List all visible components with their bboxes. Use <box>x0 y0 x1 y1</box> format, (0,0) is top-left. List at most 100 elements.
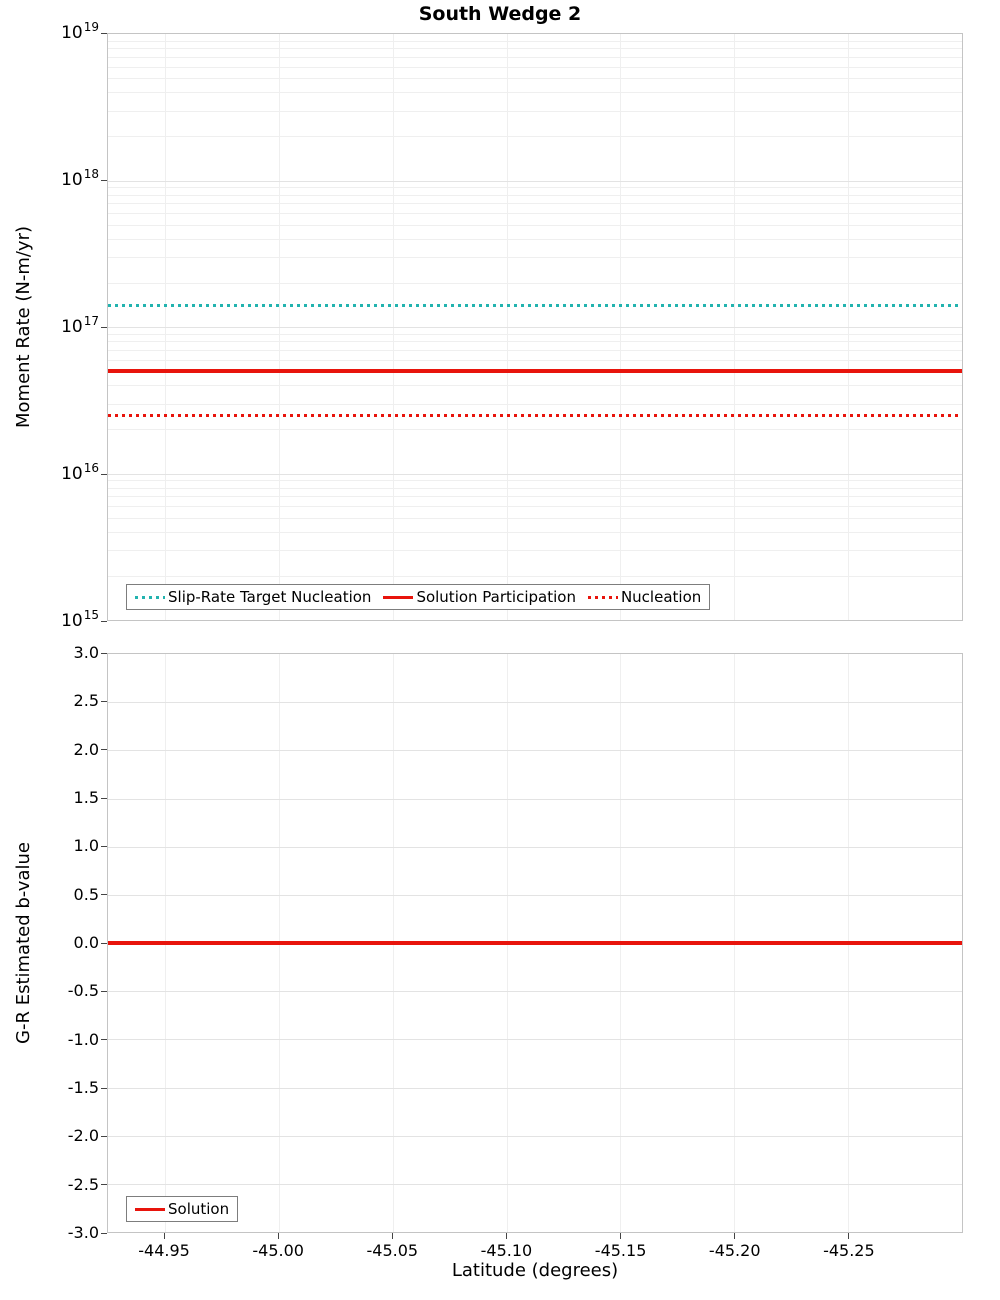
series-line-solution <box>108 941 962 945</box>
x-tick-mark <box>620 1233 622 1239</box>
gridline-horizontal <box>108 333 962 335</box>
y-tick-label: 1017 <box>61 314 99 337</box>
y-tick-label: 1.0 <box>73 836 99 856</box>
y-tick-label: 1018 <box>61 167 99 190</box>
gridline-horizontal <box>108 403 962 405</box>
y-tick-label: -0.5 <box>67 981 99 1001</box>
y-tick-mark <box>101 990 107 992</box>
gridline-horizontal <box>108 48 962 50</box>
x-tick-label: -45.15 <box>594 1241 647 1260</box>
x-tick-label: -44.95 <box>138 1241 190 1260</box>
gridline-horizontal <box>108 846 962 848</box>
y-tick-mark <box>101 1135 107 1137</box>
gridline-horizontal <box>108 238 962 240</box>
gridline-horizontal <box>108 282 962 284</box>
y-tick-mark <box>101 797 107 799</box>
legend-label: Slip-Rate Target Nucleation <box>168 588 372 606</box>
y-tick-label: -3.0 <box>67 1223 99 1242</box>
y-tick-mark <box>101 749 107 751</box>
legend-item-nucleation: Nucleation <box>587 588 702 606</box>
series-line-slip-rate-target-nucleation <box>108 304 962 308</box>
legend-item-solution: Solution <box>135 1200 229 1218</box>
x-tick-label: -45.10 <box>480 1241 533 1260</box>
y-tick-mark <box>101 473 107 475</box>
gridline-horizontal <box>108 224 962 226</box>
gridline-horizontal <box>108 798 962 800</box>
chart-title: South Wedge 2 <box>418 3 582 25</box>
x-axis-label-latitude: Latitude (degrees) <box>451 1260 619 1281</box>
series-line-nucleation <box>108 413 962 417</box>
gridline-horizontal <box>108 702 962 704</box>
y-tick-label: 1019 <box>61 20 99 43</box>
legend-item-slip-rate-target-nucleation: Slip-Rate Target Nucleation <box>135 588 371 606</box>
x-tick-label: -45.25 <box>823 1241 875 1260</box>
gridline-horizontal <box>108 187 962 189</box>
gridline-horizontal <box>108 1135 962 1137</box>
y-tick-mark <box>101 1039 107 1041</box>
gridline-horizontal <box>108 327 962 328</box>
gridline-horizontal <box>108 110 962 112</box>
legend-line-sample <box>587 595 618 599</box>
gridline-horizontal <box>108 92 962 94</box>
series-line-solution-participation <box>108 369 962 374</box>
gridline-horizontal <box>108 894 962 896</box>
y-tick-mark <box>101 894 107 896</box>
gridline-horizontal <box>108 349 962 351</box>
x-tick-mark <box>505 1233 507 1239</box>
gridline-horizontal <box>108 1087 962 1089</box>
moment-rate-plot-area: Slip-Rate Target Nucleation Solution Part… <box>107 33 963 621</box>
gridline-horizontal <box>108 575 962 577</box>
y-tick-label: 1016 <box>61 461 99 484</box>
gridline-horizontal <box>108 531 962 533</box>
gridline-horizontal <box>108 1039 962 1041</box>
y-tick-mark <box>101 326 107 328</box>
gridline-horizontal <box>108 136 962 138</box>
y-tick-label: 2.5 <box>73 691 99 711</box>
b-value-plot-area: Solution <box>107 653 963 1233</box>
y-tick-mark <box>101 32 107 34</box>
legend-line-sample <box>383 595 414 599</box>
x-tick-mark <box>163 1233 165 1239</box>
x-tick-mark <box>277 1233 279 1239</box>
gridline-horizontal <box>108 385 962 387</box>
y-tick-mark <box>101 652 107 654</box>
y-tick-mark <box>101 1087 107 1089</box>
gridline-horizontal <box>108 487 962 489</box>
y-tick-mark <box>101 942 107 944</box>
legend-line-sample <box>135 1207 165 1211</box>
legend: Solution <box>126 1196 239 1222</box>
gridline-horizontal <box>108 213 962 214</box>
gridline-horizontal <box>108 257 962 259</box>
x-tick-mark <box>734 1233 736 1239</box>
legend-label: Solution <box>168 1200 230 1218</box>
x-tick-label: -45.20 <box>708 1241 761 1260</box>
gridline-horizontal <box>108 1183 962 1185</box>
x-tick-mark <box>848 1233 850 1239</box>
gridline-horizontal <box>108 40 962 42</box>
legend-line-sample <box>135 595 165 599</box>
gridline-horizontal <box>108 517 962 519</box>
gridline-horizontal <box>108 194 962 196</box>
gridline-horizontal <box>108 473 962 475</box>
legend-item-solution-participation: Solution Participation <box>383 588 576 606</box>
y-tick-mark <box>101 620 107 622</box>
gridline-horizontal <box>108 991 962 993</box>
y-tick-mark <box>101 845 107 847</box>
gridline-horizontal <box>108 203 962 205</box>
y-tick-label: 1015 <box>61 608 99 631</box>
gridline-horizontal <box>108 180 962 182</box>
y-tick-label: -2.0 <box>67 1126 99 1146</box>
legend-label: Nucleation <box>620 588 702 606</box>
x-tick-label: -45.05 <box>366 1241 419 1260</box>
y-tick-label: 2.0 <box>73 739 99 759</box>
y-tick-label: 0.5 <box>73 884 99 904</box>
gridline-horizontal <box>108 750 962 752</box>
y-tick-label: 3.0 <box>73 643 99 662</box>
x-tick-mark <box>391 1233 393 1239</box>
y-tick-mark <box>101 700 107 702</box>
gridline-horizontal <box>108 550 962 552</box>
x-tick-label: -45.00 <box>252 1241 304 1260</box>
gridline-horizontal <box>108 359 962 361</box>
gridline-horizontal <box>108 78 962 80</box>
